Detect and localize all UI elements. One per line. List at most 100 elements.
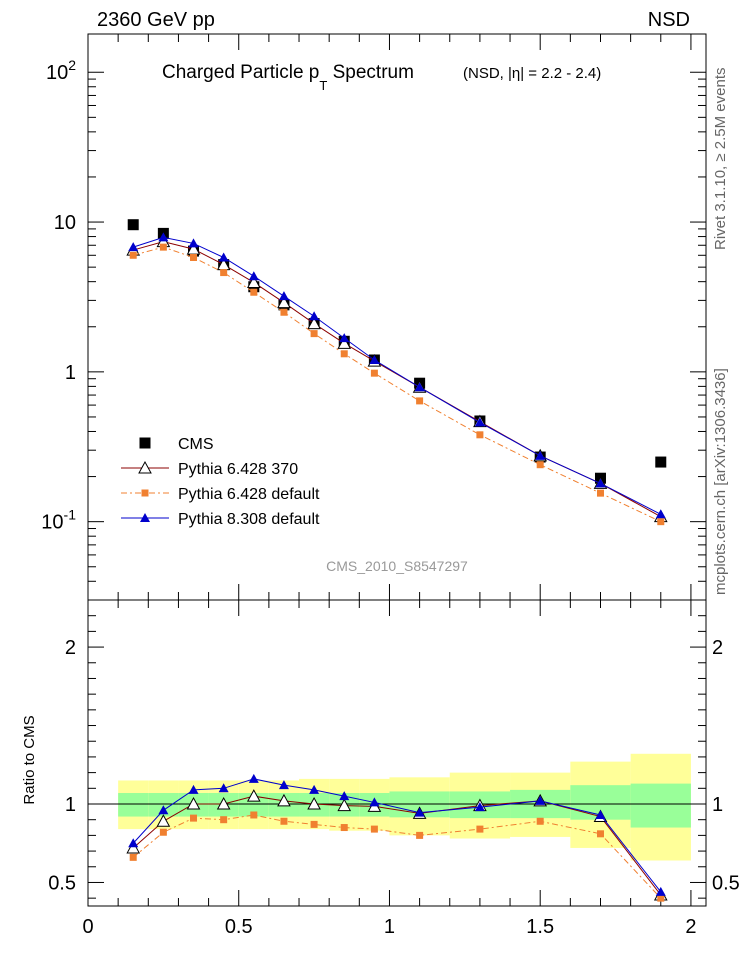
data-point bbox=[535, 450, 546, 460]
ratio-y-tick-label-right: 0.5 bbox=[712, 872, 740, 894]
ratio-point bbox=[337, 798, 352, 812]
data-point bbox=[190, 253, 198, 261]
data-point bbox=[655, 456, 667, 468]
data-point bbox=[414, 382, 425, 392]
legend: CMS Pythia 6.428 370 Pythia 6.428 default P… bbox=[121, 436, 320, 528]
ratio-y-tick-label-right: 1 bbox=[712, 794, 723, 816]
ratio-point bbox=[474, 802, 485, 812]
series-pythia-8-308-default bbox=[128, 232, 666, 519]
ratio-y-tick-label: 1 bbox=[65, 794, 76, 816]
ratio-point bbox=[250, 811, 258, 819]
ratio-point bbox=[655, 886, 666, 896]
legend-label: Pythia 8.308 default bbox=[178, 511, 320, 528]
ratio-point bbox=[595, 809, 606, 819]
ratio-line bbox=[132, 778, 662, 893]
ratio-point bbox=[216, 796, 231, 810]
legend-entry: Pythia 8.308 default bbox=[121, 511, 320, 528]
ratio-point bbox=[128, 838, 139, 848]
ratio-point bbox=[657, 894, 665, 902]
ratio-point bbox=[307, 796, 321, 810]
ratio-y-tick-label: 0.5 bbox=[48, 872, 76, 894]
data-point bbox=[218, 252, 229, 262]
y-tick-label: 10-1 bbox=[41, 507, 76, 534]
data-point bbox=[220, 269, 228, 277]
data-point bbox=[657, 518, 665, 526]
ratio-point bbox=[309, 784, 320, 794]
data-point bbox=[307, 316, 321, 330]
chart-title-main: Charged Particle p bbox=[162, 62, 319, 83]
ratio-point bbox=[188, 784, 199, 794]
y-tick-label-base: 10 bbox=[41, 512, 63, 534]
data-point bbox=[127, 219, 139, 231]
ratio-axis-ticks: 0.5 0.5 1 1 2 2 0 0.5 1 1.5 2 bbox=[48, 599, 740, 938]
x-tick-label: 2 bbox=[685, 916, 696, 938]
legend-marker bbox=[138, 460, 152, 474]
data-point bbox=[246, 275, 261, 288]
band-inner bbox=[630, 783, 691, 828]
series-line bbox=[133, 246, 661, 523]
x-tick-label: 1 bbox=[384, 916, 395, 938]
data-point bbox=[277, 295, 291, 309]
ratio-point bbox=[248, 773, 259, 783]
data-point bbox=[278, 291, 289, 301]
ratio-point bbox=[536, 817, 544, 825]
ratio-point bbox=[370, 825, 378, 833]
ratio-point bbox=[369, 797, 380, 807]
series-line bbox=[133, 236, 662, 515]
ratio-point bbox=[339, 791, 350, 801]
data-point bbox=[474, 417, 485, 427]
chart-title: Charged Particle pT Spectrum bbox=[162, 62, 414, 93]
ratio-panel-frame bbox=[87, 599, 707, 907]
legend-label: CMS bbox=[178, 436, 214, 453]
data-point bbox=[309, 311, 320, 321]
ratio-point bbox=[156, 814, 171, 827]
x-tick-label: 1.5 bbox=[526, 916, 554, 938]
ratio-uncertainty-bands bbox=[118, 753, 691, 861]
ratio-point bbox=[186, 796, 201, 810]
y-tick-label: 1 bbox=[65, 362, 76, 384]
band-inner bbox=[148, 793, 179, 817]
data-point bbox=[595, 478, 606, 488]
ratio-point bbox=[126, 840, 141, 854]
ratio-line bbox=[132, 814, 662, 899]
mcplots-label: mcplots.cern.ch [arXiv:1306.3436] bbox=[712, 368, 729, 595]
ratio-series-pythia-8-308-default bbox=[128, 773, 666, 896]
x-tick-label: 0 bbox=[82, 916, 93, 938]
data-point bbox=[250, 288, 258, 296]
data-point bbox=[536, 461, 544, 469]
x-tick-label: 0.5 bbox=[225, 916, 253, 938]
ratio-point bbox=[535, 795, 546, 805]
ratio-y-tick-label-right: 2 bbox=[712, 637, 723, 659]
legend-entry: Pythia 6.428 370 bbox=[121, 460, 298, 478]
ratio-point bbox=[190, 814, 198, 822]
data-point bbox=[339, 333, 350, 343]
data-point bbox=[128, 242, 139, 252]
band-inner bbox=[118, 793, 149, 817]
data-point bbox=[280, 308, 288, 316]
series-pythia-6-428-370 bbox=[126, 234, 668, 523]
legend-entry: CMS bbox=[139, 436, 214, 453]
legend-entry: Pythia 6.428 default bbox=[121, 486, 320, 503]
ratio-point bbox=[310, 820, 318, 828]
process-label: NSD bbox=[648, 9, 690, 31]
ratio-point bbox=[414, 807, 425, 817]
legend-marker bbox=[140, 513, 150, 522]
y-tick-label: 10 bbox=[54, 212, 76, 234]
data-point bbox=[129, 251, 137, 259]
data-point bbox=[248, 271, 259, 281]
main-series-layer bbox=[126, 219, 668, 526]
ratio-point bbox=[220, 816, 228, 824]
data-point bbox=[476, 431, 484, 439]
rivet-label: Rivet 3.1.10, ≥ 2.5M events bbox=[712, 68, 729, 251]
legend-label: Pythia 6.428 370 bbox=[178, 461, 298, 478]
data-point bbox=[159, 243, 167, 251]
legend-marker bbox=[139, 437, 151, 449]
ratio-series-pythia-6-428-default bbox=[129, 811, 665, 902]
ratio-point bbox=[278, 780, 289, 790]
data-point bbox=[655, 509, 666, 519]
energy-label: 2360 GeV pp bbox=[97, 9, 215, 31]
data-point bbox=[337, 336, 352, 349]
series-pythia-6-428-default bbox=[129, 243, 665, 526]
ratio-y-tick-label: 2 bbox=[65, 637, 76, 659]
